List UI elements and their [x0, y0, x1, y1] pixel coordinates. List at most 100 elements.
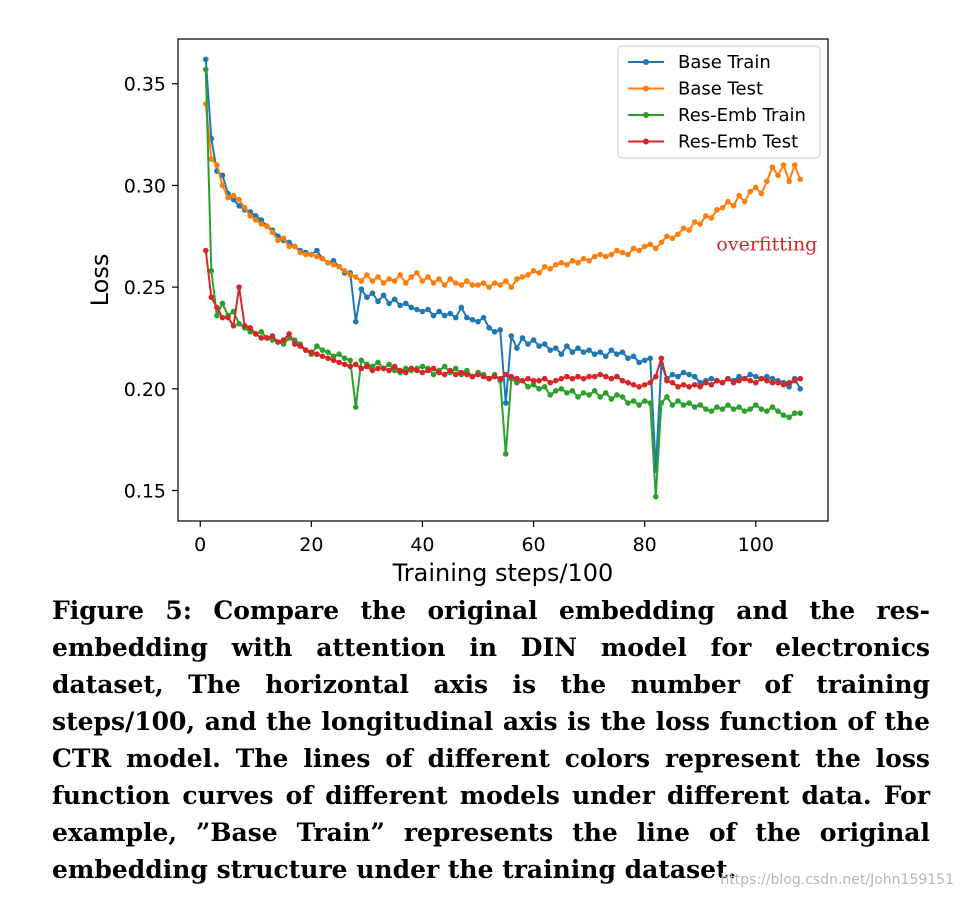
data-point: [452, 280, 459, 286]
data-point: [219, 182, 226, 189]
data-point: [569, 349, 576, 356]
data-point: [236, 202, 242, 209]
x-tick-label: 0: [194, 534, 206, 556]
data-point: [675, 231, 681, 238]
x-tick-label: 20: [299, 534, 323, 556]
data-point: [630, 353, 637, 360]
data-point: [408, 274, 415, 280]
data-point: [497, 327, 504, 333]
data-point: [669, 379, 676, 386]
data-point: [391, 296, 398, 303]
data-point: [236, 320, 242, 327]
data-point: [614, 392, 620, 398]
data-point: [691, 219, 698, 225]
data-point: [208, 156, 215, 162]
data-point: [486, 375, 492, 382]
x-tick-label: 80: [633, 534, 657, 556]
data-point: [391, 278, 398, 284]
data-point: [530, 337, 537, 343]
data-point: [458, 369, 465, 376]
data-point: [525, 375, 531, 382]
data-point: [330, 357, 337, 364]
data-point: [558, 386, 565, 392]
legend-swatch-marker: [643, 59, 649, 65]
data-point: [364, 272, 370, 278]
data-point: [336, 263, 342, 270]
data-point: [314, 343, 320, 349]
data-point: [414, 306, 420, 313]
data-point: [358, 365, 365, 372]
data-point: [525, 272, 531, 278]
data-point: [225, 194, 231, 201]
data-point: [464, 371, 470, 378]
data-point: [514, 345, 520, 351]
data-point: [697, 402, 704, 408]
data-point: [758, 375, 765, 382]
data-point: [775, 379, 781, 386]
data-point: [314, 247, 320, 254]
data-point: [586, 392, 592, 398]
data-point: [752, 402, 759, 408]
data-point: [341, 361, 348, 368]
data-point: [541, 263, 548, 270]
data-point: [764, 377, 770, 384]
data-point: [314, 351, 320, 358]
legend-entry-label: Res-Emb Train: [678, 105, 806, 126]
data-point: [214, 162, 220, 168]
data-point: [658, 239, 665, 246]
data-point: [297, 249, 304, 256]
data-point: [580, 390, 587, 396]
data-point: [552, 377, 559, 384]
data-point: [514, 379, 520, 386]
data-point: [736, 373, 742, 380]
data-point: [347, 357, 354, 364]
data-point: [708, 381, 715, 388]
data-point: [586, 347, 592, 353]
data-point: [236, 284, 242, 290]
data-point: [786, 178, 792, 185]
data-point: [641, 357, 648, 364]
data-point: [252, 217, 259, 223]
data-point: [380, 280, 387, 286]
data-point: [519, 274, 526, 280]
data-point: [452, 365, 459, 372]
data-point: [452, 371, 459, 378]
data-point: [786, 414, 792, 421]
data-point: [386, 300, 392, 307]
data-point: [791, 410, 798, 417]
legend-swatch-marker: [643, 138, 649, 145]
data-point: [452, 314, 459, 321]
data-point: [702, 406, 709, 412]
y-tick-label: 0.30: [124, 175, 166, 197]
data-point: [319, 347, 326, 353]
data-point: [719, 406, 726, 412]
data-point: [536, 343, 542, 349]
data-point: [647, 355, 654, 362]
data-point: [480, 280, 487, 286]
data-point: [202, 247, 209, 254]
data-point: [664, 394, 670, 400]
data-point: [475, 282, 481, 288]
legend-entry-label: Base Test: [678, 79, 763, 100]
data-point: [325, 259, 331, 266]
data-point: [491, 373, 498, 380]
data-point: [564, 390, 570, 396]
data-point: [497, 282, 504, 288]
data-point: [280, 341, 287, 347]
data-point: [402, 365, 409, 372]
data-point: [275, 237, 281, 244]
data-point: [741, 198, 748, 205]
data-point: [769, 164, 776, 170]
data-point: [286, 331, 292, 337]
data-point: [780, 381, 787, 388]
data-point: [391, 363, 398, 370]
data-point: [725, 375, 731, 382]
data-point: [669, 371, 676, 378]
data-point: [375, 365, 381, 372]
data-point: [530, 381, 537, 388]
overfitting-annotation: overfitting: [716, 234, 817, 256]
data-point: [647, 379, 654, 386]
data-point: [569, 375, 576, 382]
x-axis-title: Training steps/100: [392, 559, 614, 587]
y-tick-label: 0.35: [124, 74, 166, 96]
